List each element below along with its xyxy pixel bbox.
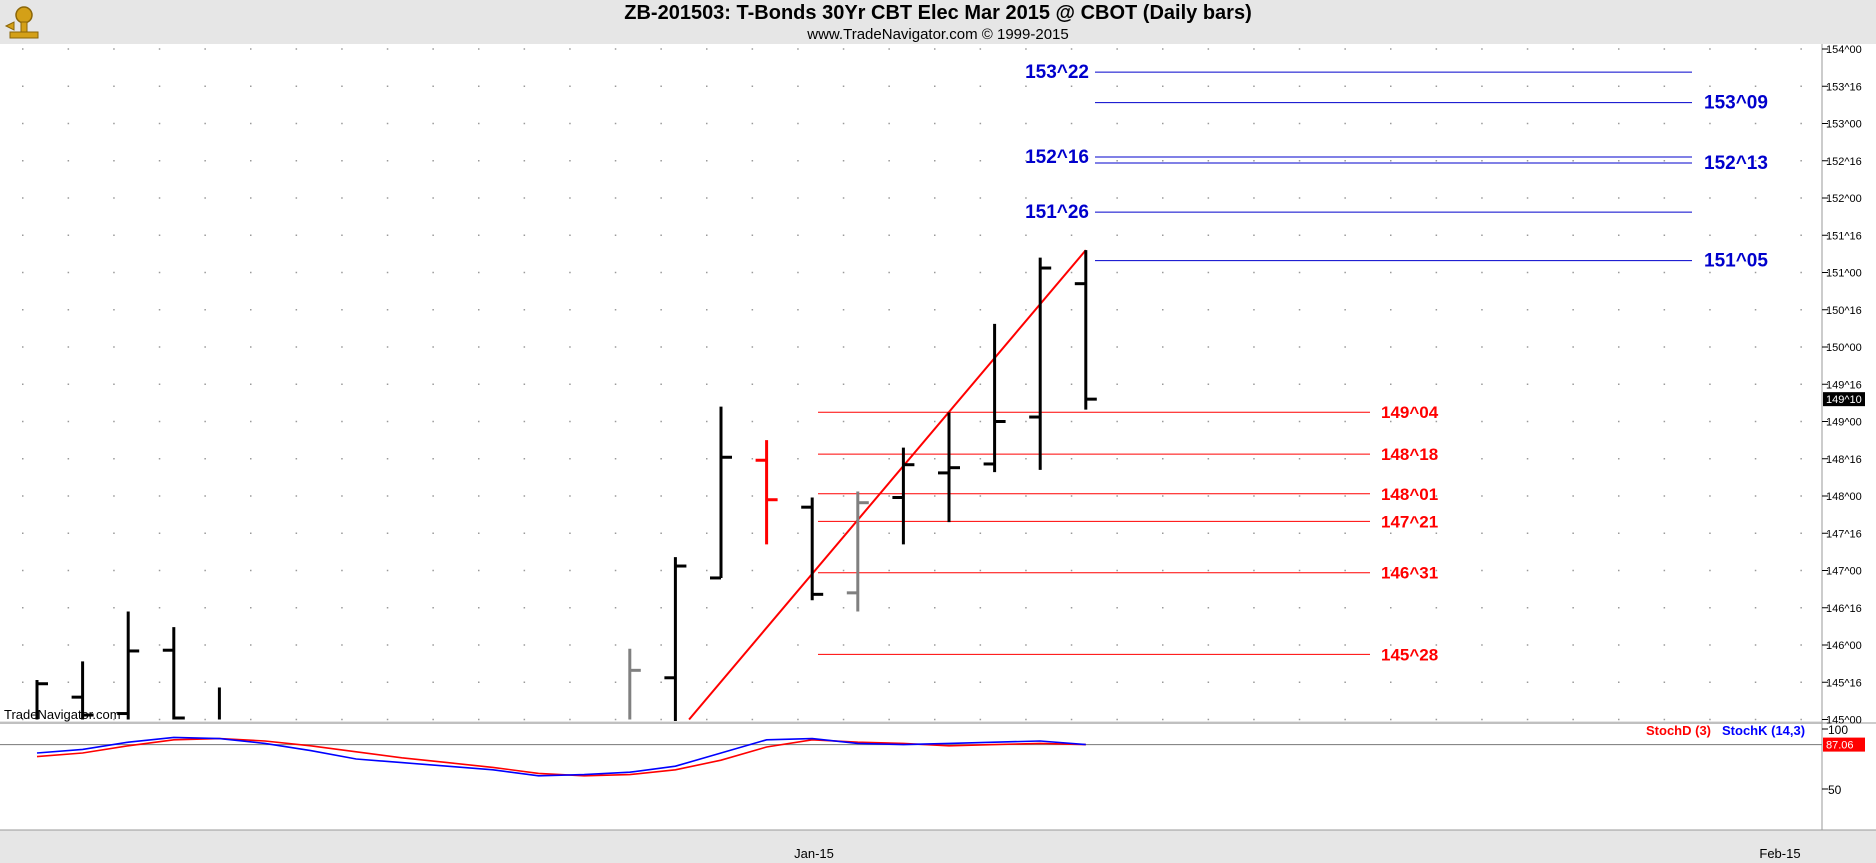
y-tick-label: 147^00 xyxy=(1826,566,1862,578)
y-tick-label: 149^00 xyxy=(1826,417,1862,429)
stochastic-pane-background xyxy=(0,724,1822,830)
last-price-marker xyxy=(1823,392,1865,407)
watermark: TradeNavigator.com xyxy=(4,707,121,722)
resistance-level-label: 152^16 xyxy=(1025,147,1089,168)
stochastic-legend-entry: StochK (14,3) xyxy=(1722,723,1805,738)
tradenavigator-logo-icon xyxy=(4,6,39,39)
x-axis-label: Jan-15 xyxy=(794,846,834,861)
stoch-y-tick-label: 100 xyxy=(1828,723,1848,737)
y-tick-label: 154^00 xyxy=(1826,44,1862,56)
support-level-label: 146^31 xyxy=(1381,564,1438,583)
price-bar xyxy=(162,627,185,720)
y-tick-label: 148^16 xyxy=(1826,454,1862,466)
last-price-label: 149^10 xyxy=(1826,394,1862,406)
price-bar xyxy=(710,406,732,580)
price-bar xyxy=(938,412,960,523)
grid-dots xyxy=(22,48,1802,721)
y-tick-label: 152^00 xyxy=(1826,193,1862,205)
price-bar xyxy=(892,447,915,545)
price-bar xyxy=(664,557,687,721)
price-bar xyxy=(71,661,94,720)
y-tick-label: 146^00 xyxy=(1826,640,1862,652)
price-axis-background xyxy=(1822,44,1876,830)
resistance-level-label: 151^05 xyxy=(1704,251,1768,272)
y-tick-label: 150^16 xyxy=(1826,305,1862,317)
support-level-label: 147^21 xyxy=(1381,512,1438,531)
y-tick-label: 149^16 xyxy=(1826,379,1862,391)
y-tick-label: 153^16 xyxy=(1826,81,1862,93)
y-tick-label: 145^16 xyxy=(1826,677,1862,689)
stochastic-legend-entry: StochD (3) xyxy=(1646,723,1711,738)
support-level-label: 148^01 xyxy=(1381,485,1438,504)
stoch-y-tick-label: 50 xyxy=(1828,783,1842,797)
y-tick-label: 150^00 xyxy=(1826,342,1862,354)
y-tick-label: 148^00 xyxy=(1826,491,1862,503)
price-bar xyxy=(755,440,778,545)
price-bar xyxy=(117,611,140,720)
resistance-level-label: 153^09 xyxy=(1704,93,1768,114)
price-bar xyxy=(628,648,641,720)
support-level-label: 149^04 xyxy=(1381,403,1439,422)
price-bar xyxy=(1029,257,1052,470)
y-tick-label: 153^00 xyxy=(1826,119,1862,131)
support-level-label: 148^18 xyxy=(1381,445,1438,464)
price-pane-background xyxy=(0,44,1822,721)
resistance-level-label: 153^22 xyxy=(1025,62,1089,83)
trendline xyxy=(688,249,1087,721)
y-tick-label: 147^16 xyxy=(1826,528,1862,540)
y-tick-label: 151^00 xyxy=(1826,268,1862,280)
stoch-last-value-label: 87.06 xyxy=(1826,740,1854,752)
resistance-level-label: 151^26 xyxy=(1025,202,1089,223)
stoch-last-value-marker xyxy=(1823,737,1865,752)
y-tick-label: 152^16 xyxy=(1826,156,1862,168)
price-bar xyxy=(846,491,869,612)
y-tick-label: 151^16 xyxy=(1826,230,1862,242)
y-tick-label: 146^16 xyxy=(1826,603,1862,615)
chart-subtitle: www.TradeNavigator.com © 1999-2015 xyxy=(807,26,1069,43)
stochk-line xyxy=(36,736,1086,777)
support-level-label: 145^28 xyxy=(1381,645,1438,664)
price-bar xyxy=(35,680,48,720)
chart-title: ZB-201503: T-Bonds 30Yr CBT Elec Mar 201… xyxy=(624,2,1252,24)
price-bar xyxy=(1074,250,1097,410)
price-bar xyxy=(801,497,824,601)
x-axis-label: Feb-15 xyxy=(1759,846,1800,861)
y-tick-label: 145^00 xyxy=(1826,715,1862,727)
chart-header: ZB-201503: T-Bonds 30Yr CBT Elec Mar 201… xyxy=(0,0,1876,44)
resistance-level-label: 152^13 xyxy=(1704,153,1768,174)
price-bar xyxy=(983,323,1006,473)
